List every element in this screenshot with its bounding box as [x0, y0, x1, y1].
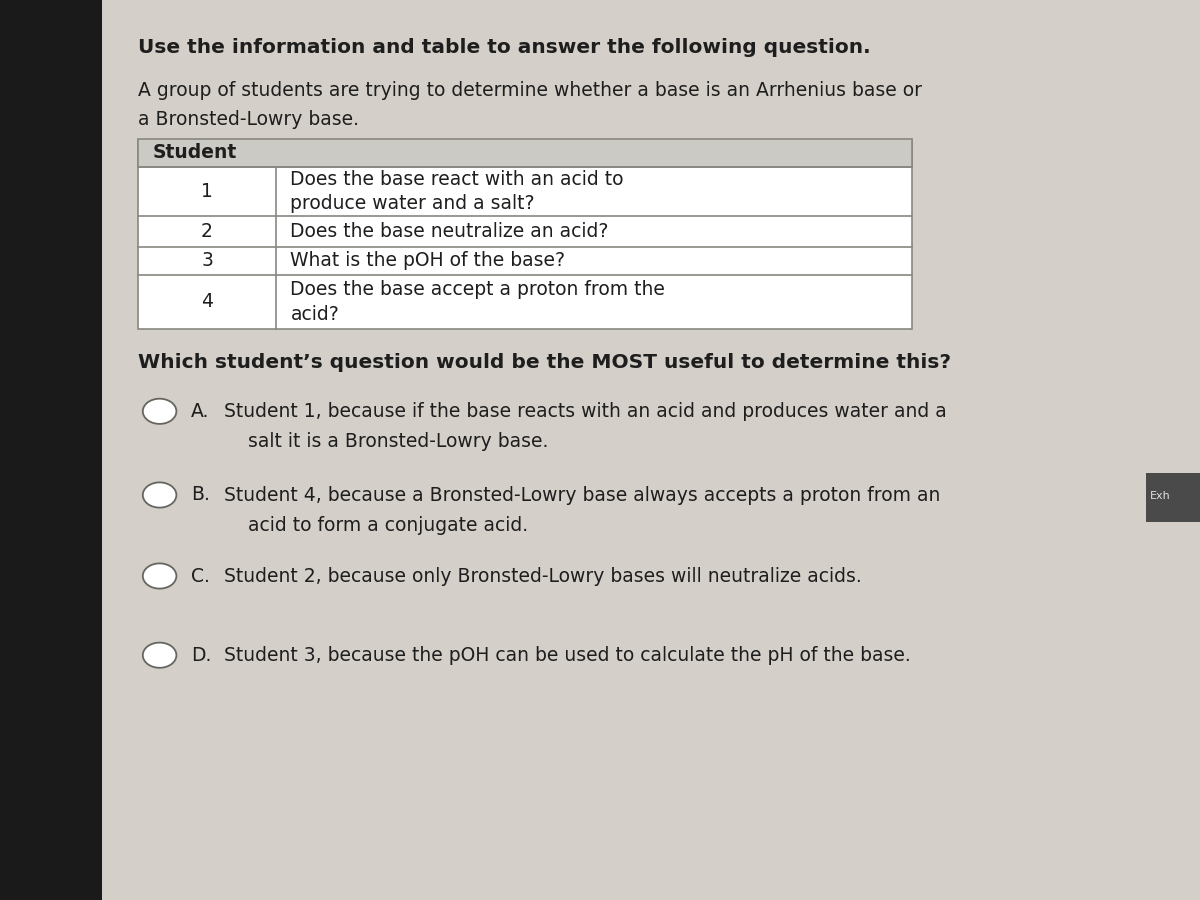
Bar [0, 0, 102, 900]
Text: 2: 2 [202, 221, 212, 241]
Text: Exh: Exh [1150, 491, 1170, 501]
Text: Student 3, because the pOH can be used to calculate the pH of the base.: Student 3, because the pOH can be used t… [224, 646, 911, 665]
Text: D.: D. [191, 645, 211, 665]
Circle shape [143, 643, 176, 668]
Circle shape [143, 399, 176, 424]
Text: a Bronsted-Lowry base.: a Bronsted-Lowry base. [138, 110, 359, 129]
Text: C.: C. [191, 566, 210, 586]
Circle shape [143, 482, 176, 508]
Text: Student: Student [152, 143, 236, 163]
Text: A.: A. [191, 401, 209, 421]
Text: Student 1, because if the base reacts with an acid and produces water and a: Student 1, because if the base reacts wi… [224, 402, 947, 421]
Text: What is the pOH of the base?: What is the pOH of the base? [290, 251, 565, 271]
Text: Does the base neutralize an acid?: Does the base neutralize an acid? [290, 221, 608, 241]
Text: Which student’s question would be the MOST useful to determine this?: Which student’s question would be the MO… [138, 353, 952, 372]
Text: Does the base react with an acid to
produce water and a salt?: Does the base react with an acid to prod… [290, 169, 624, 213]
Circle shape [143, 563, 176, 589]
Text: A group of students are trying to determine whether a base is an Arrhenius base : A group of students are trying to determ… [138, 81, 922, 100]
Text: 3: 3 [202, 251, 212, 271]
Text: salt it is a Bronsted-Lowry base.: salt it is a Bronsted-Lowry base. [224, 432, 548, 451]
Text: B.: B. [191, 485, 210, 505]
Text: Student 2, because only Bronsted-Lowry bases will neutralize acids.: Student 2, because only Bronsted-Lowry b… [224, 567, 862, 586]
Text: 4: 4 [202, 292, 214, 311]
Bar [1146, 472, 1200, 522]
Text: 1: 1 [202, 182, 212, 201]
Text: Use the information and table to answer the following question.: Use the information and table to answer … [138, 38, 871, 57]
Bar [138, 140, 912, 166]
Bar [138, 140, 912, 328]
Text: Does the base accept a proton from the
acid?: Does the base accept a proton from the a… [290, 280, 665, 324]
Text: Student 4, because a Bronsted-Lowry base always accepts a proton from an: Student 4, because a Bronsted-Lowry base… [224, 486, 941, 505]
Text: acid to form a conjugate acid.: acid to form a conjugate acid. [224, 516, 528, 535]
